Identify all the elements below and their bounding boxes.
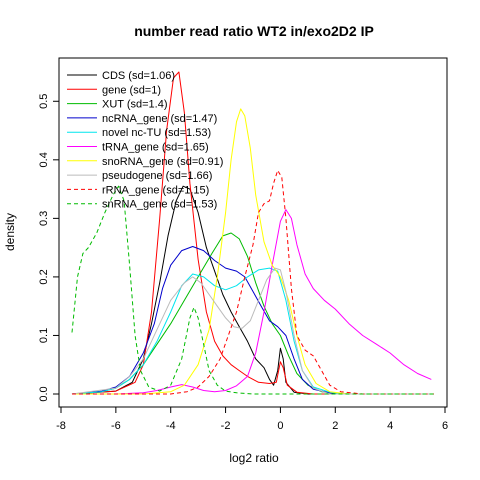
series-line — [72, 108, 434, 395]
y-tick-label: 0.0 — [38, 386, 50, 401]
legend: CDS (sd=1.06) gene (sd=1) XUT (sd=1.4) ncRN… — [67, 70, 223, 211]
legend-entry: tRNA_gene (sd=1.65) — [102, 142, 209, 154]
legend-entry: CDS (sd=1.06) — [102, 70, 175, 82]
x-tick-label: 4 — [387, 420, 393, 432]
y-tick-label: 0.1 — [38, 328, 50, 343]
y-axis: 0.0 0.1 0.2 0.3 0.4 0.5 — [38, 94, 60, 402]
x-tick-label: -2 — [221, 420, 231, 432]
series-line — [71, 71, 434, 395]
x-tick-label: 2 — [332, 420, 338, 432]
x-tick-label: -8 — [56, 420, 66, 432]
legend-entry: snoRNA_gene (sd=0.91) — [102, 156, 223, 168]
y-axis-label: density — [3, 213, 17, 251]
legend-entry: rRNA_gene (sd=1.15) — [102, 184, 209, 196]
y-tick-label: 0.3 — [38, 211, 50, 226]
x-axis: -8 -6 -4 -2 0 2 4 6 — [56, 406, 448, 432]
y-tick-label: 0.4 — [38, 152, 50, 167]
plot-area — [71, 71, 434, 395]
chart-title: number read ratio WT2 in/exo2D2 IP — [134, 23, 374, 39]
x-tick-label: 6 — [442, 420, 448, 432]
x-tick-label: 0 — [277, 420, 283, 432]
legend-entry: gene (sd=1) — [102, 84, 161, 96]
x-axis-label: log2 ratio — [229, 451, 279, 465]
legend-entry: ncRNA_gene (sd=1.47) — [102, 113, 217, 125]
legend-entry: novel nc-TU (sd=1.53) — [102, 127, 211, 139]
legend-entry: pseudogene (sd=1.66) — [102, 170, 212, 182]
y-tick-label: 0.2 — [38, 269, 50, 284]
series-line — [71, 267, 434, 395]
legend-entry: snRNA_gene (sd=1.53) — [102, 199, 217, 211]
series-line — [71, 185, 434, 395]
series-line — [72, 169, 434, 395]
x-tick-label: -6 — [111, 420, 121, 432]
series-line — [72, 209, 432, 395]
y-tick-label: 0.5 — [38, 94, 50, 109]
series-line — [71, 185, 434, 395]
x-tick-label: -4 — [166, 420, 176, 432]
series-line — [71, 246, 434, 395]
legend-entry: XUT (sd=1.4) — [102, 99, 168, 111]
